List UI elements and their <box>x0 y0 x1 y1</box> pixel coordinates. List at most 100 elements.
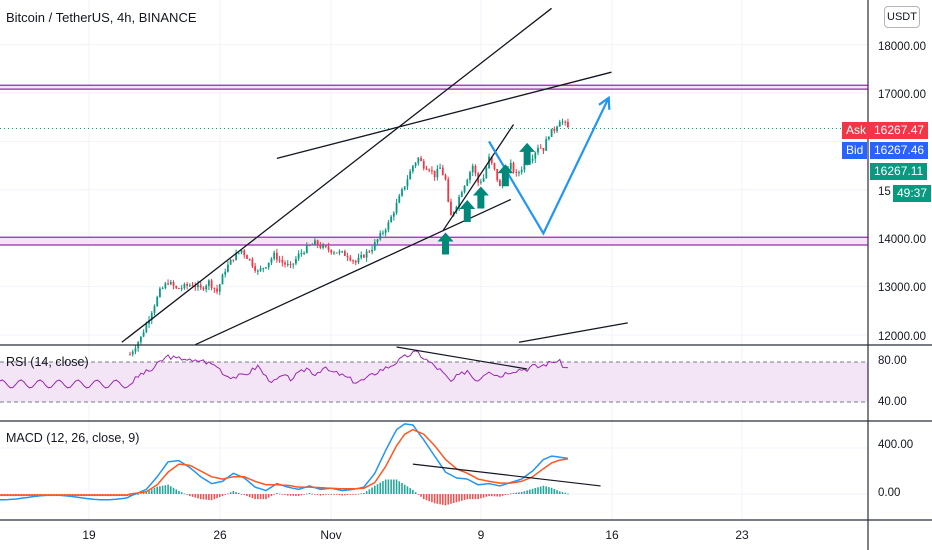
candle-body <box>324 245 327 247</box>
macd-histogram-bar <box>314 494 316 495</box>
macd-histogram-bar <box>289 494 292 496</box>
candle-body <box>330 249 333 253</box>
candle-body <box>428 169 431 171</box>
candle-body <box>205 285 208 290</box>
candle-body <box>398 195 401 203</box>
candle-body <box>518 172 520 174</box>
up-arrow-icon <box>437 232 454 255</box>
macd-histogram-bar <box>346 494 349 496</box>
rsi-tick-label: 80.00 <box>878 355 907 367</box>
macd-histogram-bar <box>172 487 175 494</box>
rsi-label: RSI (14, close) <box>6 355 89 369</box>
candle-body <box>308 245 311 247</box>
macd-histogram-bar <box>548 487 550 494</box>
macd-histogram-bar <box>477 494 479 500</box>
macd-histogram-bar <box>265 494 267 500</box>
candle-body <box>180 287 183 289</box>
macd-tick-label: 400.00 <box>878 439 914 451</box>
macd-histogram-bar <box>180 492 183 494</box>
macd-tick-label: 0.00 <box>878 487 901 499</box>
macd-histogram-bar <box>327 494 330 495</box>
macd-histogram-bar <box>137 494 139 495</box>
macd-histogram-bar <box>183 493 186 495</box>
candle-body <box>335 252 338 254</box>
x-tick-label: Nov <box>320 528 342 542</box>
candle-body <box>213 287 216 289</box>
candle-body <box>197 284 199 288</box>
macd-histogram-bar <box>145 491 148 494</box>
candle-body <box>458 196 461 207</box>
macd-histogram-bar <box>501 494 504 496</box>
last-price-tag: 16267.11 <box>870 163 928 180</box>
up-arrow-icon <box>459 200 476 223</box>
candle-body <box>131 351 134 355</box>
macd-histogram-bar <box>159 486 161 494</box>
candle-body <box>406 179 409 187</box>
candle-body <box>547 136 550 140</box>
macd-histogram-bar <box>507 494 509 495</box>
macd-histogram-bar <box>371 487 373 494</box>
drawing-tools[interactable] <box>121 7 628 487</box>
candle-body <box>496 168 499 181</box>
x-tick-label: 9 <box>477 528 485 542</box>
candle-body <box>384 229 387 233</box>
candle-body <box>365 251 368 258</box>
macd-histogram-bar <box>311 493 314 495</box>
candle-body <box>368 251 371 253</box>
macd-series <box>0 423 569 506</box>
macd-histogram-bar <box>316 494 319 495</box>
candle-body <box>354 260 357 263</box>
candle-body <box>210 280 213 288</box>
macd-histogram-bar <box>417 494 420 495</box>
macd-histogram-bar <box>412 489 414 494</box>
candle-body <box>387 222 390 230</box>
candle-body <box>273 252 276 259</box>
candle-body <box>199 284 202 288</box>
candle-body <box>550 128 553 137</box>
macd-histogram-bar <box>259 494 262 500</box>
candle-body <box>207 280 210 286</box>
macd-histogram-bar <box>251 494 254 499</box>
macd-histogram-bar <box>153 488 156 494</box>
candle-body <box>240 250 243 253</box>
candle-body <box>523 163 526 170</box>
trendline <box>195 198 512 346</box>
candle-body <box>270 258 273 263</box>
macd-histogram-bar <box>409 488 411 494</box>
up-arrow-icon <box>472 186 489 209</box>
candle-body <box>224 271 227 275</box>
candle-body <box>218 284 221 292</box>
macd-histogram-bar <box>248 494 251 498</box>
candle-body <box>172 281 175 287</box>
partial-price-label: 15 <box>878 186 891 198</box>
macd-histogram-bar <box>333 494 335 495</box>
macd-histogram-bar <box>221 494 224 497</box>
candle-body <box>531 158 534 161</box>
macd-histogram-bar <box>270 494 273 497</box>
macd-label: MACD (12, 26, close, 9) <box>6 431 140 445</box>
rsi-band <box>0 361 868 403</box>
macd-histogram-bar <box>455 494 458 503</box>
resistance-zone <box>0 85 868 90</box>
currency-button[interactable]: USDT <box>884 6 920 28</box>
macd-histogram-bar <box>240 494 243 495</box>
macd-histogram-bar <box>335 494 338 495</box>
bid-label: Bid <box>842 142 868 159</box>
macd-histogram-bar <box>510 493 512 495</box>
candle-body <box>265 267 267 269</box>
macd-histogram-bar <box>436 494 439 504</box>
macd-histogram-bar <box>262 494 265 500</box>
chart-title: Bitcoin / TetherUS, 4h, BINANCE <box>6 10 197 25</box>
macd-histogram-bar <box>246 494 248 497</box>
macd-histogram-bar <box>199 494 202 500</box>
countdown-tag: 49:37 <box>893 185 932 202</box>
macd-histogram-bar <box>224 494 226 495</box>
candle-body <box>414 163 417 166</box>
candle-body <box>183 283 186 288</box>
macd-histogram-bar <box>235 491 237 494</box>
candle-body <box>295 258 297 264</box>
candle-body <box>194 285 197 288</box>
candle-body <box>360 254 363 258</box>
macd-histogram-bar <box>278 493 281 495</box>
